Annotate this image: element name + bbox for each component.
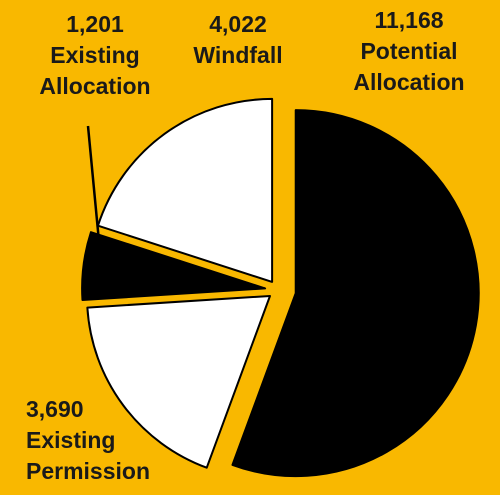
- slice-value-label: 11,168: [374, 7, 443, 33]
- leader-line-existing-allocation: [86, 125, 102, 253]
- slice-value-label: 3,690: [26, 396, 84, 422]
- slice-label-2: 1,201 Existing Allocation: [39, 11, 150, 99]
- slice-name-label: Permission: [26, 458, 150, 484]
- slice-name-label: Existing: [26, 427, 115, 453]
- slice-value-label: 1,201: [66, 11, 124, 37]
- slice-name-label: Windfall: [193, 42, 282, 68]
- pie-slice-0: [231, 109, 480, 478]
- pie-slice-3: [96, 97, 274, 283]
- slice-name-label: Allocation: [353, 69, 464, 95]
- slice-name-label: Existing: [50, 42, 139, 68]
- slice-label-0: 11,168 Potential Allocation: [353, 7, 464, 95]
- slice-name-label: Allocation: [39, 73, 150, 99]
- slice-label-3: 4,022 Windfall: [193, 11, 282, 68]
- slice-name-label: Potential: [360, 38, 457, 64]
- pie-slice-2: [81, 231, 267, 301]
- pie-slice-1: [86, 294, 271, 469]
- slice-label-1: 3,690 Existing Permission: [26, 396, 150, 484]
- slice-value-label: 4,022: [209, 11, 267, 37]
